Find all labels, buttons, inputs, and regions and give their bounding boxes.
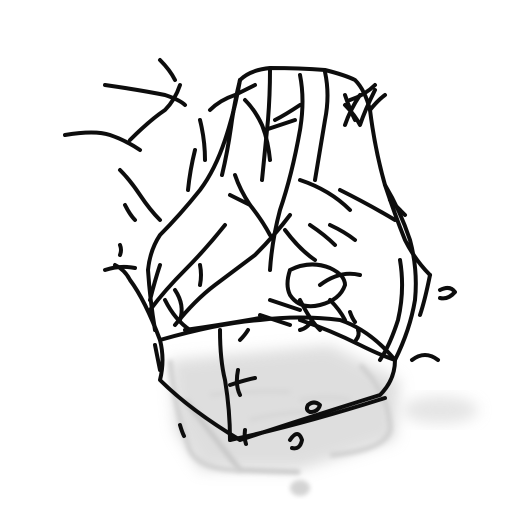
cast-shadow: [167, 345, 478, 496]
wire-strokes: [63, 58, 457, 451]
